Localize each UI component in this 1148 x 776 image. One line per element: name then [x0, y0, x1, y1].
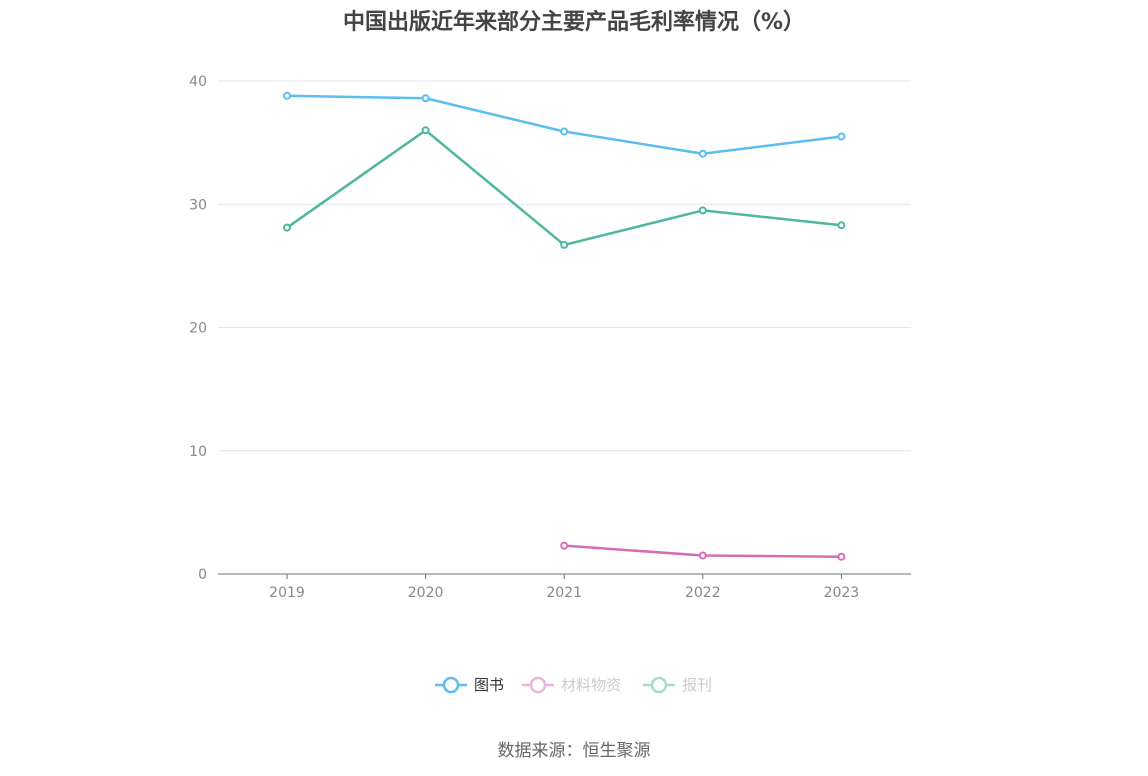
x-tick-label: 2020	[408, 585, 444, 601]
grid-lines	[218, 80, 911, 452]
data-point[interactable]	[283, 91, 291, 100]
x-tick-label: 2022	[685, 585, 721, 601]
x-tick-label: 2019	[269, 585, 305, 601]
legend-circle-icon	[442, 676, 460, 694]
y-tick-label: 20	[189, 321, 207, 337]
data-point[interactable]	[837, 552, 846, 561]
data-point[interactable]	[560, 127, 569, 136]
source-note: 数据来源：恒生聚源	[497, 741, 651, 761]
data-point[interactable]	[698, 551, 707, 560]
y-tick-label: 30	[189, 197, 207, 213]
data-point[interactable]	[560, 541, 569, 550]
series-line	[286, 94, 842, 155]
y-tick-label: 0	[198, 567, 207, 583]
data-point[interactable]	[698, 149, 707, 158]
data-point[interactable]	[560, 240, 569, 249]
data-point[interactable]	[283, 223, 291, 232]
axes: 0 10 20 30 40 2019 2020 2021 2022 2023	[189, 74, 911, 601]
x-tick-label: 2021	[546, 585, 582, 601]
data-point[interactable]	[837, 221, 846, 230]
series-1	[560, 541, 846, 561]
x-tick-label: 2023	[824, 585, 860, 601]
data-point[interactable]	[421, 94, 430, 103]
legend-circle-icon	[529, 676, 547, 694]
series-lines	[283, 91, 846, 561]
legend-label: 材料物资	[561, 676, 621, 694]
legend-item[interactable]: 报刊	[643, 676, 712, 694]
legend-label: 报刊	[682, 676, 712, 694]
legend-item[interactable]: 图书	[435, 676, 504, 694]
data-point[interactable]	[837, 132, 846, 141]
legend-circle-icon	[650, 676, 668, 694]
legend-item[interactable]: 材料物资	[522, 676, 621, 694]
series-2	[283, 126, 846, 249]
legend: 图书 材料物资 报刊	[435, 676, 712, 694]
legend-label: 图书	[474, 676, 504, 694]
chart-title: 中国出版近年来部分主要产品毛利率情况（%）	[342, 10, 806, 35]
data-point[interactable]	[421, 126, 430, 135]
data-point[interactable]	[698, 206, 707, 215]
series-0	[283, 91, 846, 158]
y-tick-label: 40	[189, 74, 207, 90]
y-tick-label: 10	[189, 444, 207, 460]
